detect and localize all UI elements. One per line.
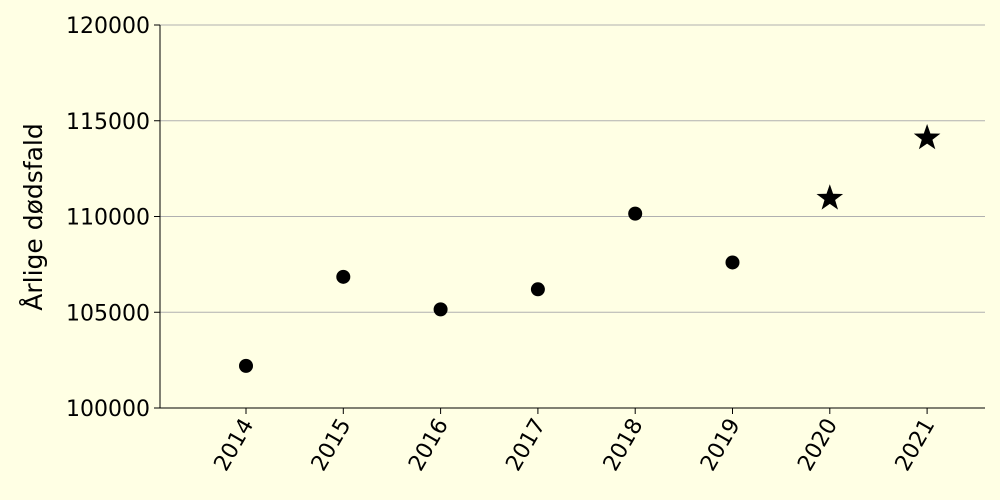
y-tick-label: 100000 [66, 397, 150, 422]
y-tick-label: 115000 [66, 110, 150, 135]
data-point [530, 282, 545, 297]
data-point [239, 358, 253, 373]
x-axis-ticks: 2014 2015 2016 2017 2018 2019 2020 2021 [210, 408, 941, 476]
x-tick-label: 2017 [501, 415, 551, 476]
x-tick-label: 2020 [793, 415, 843, 476]
y-axis-label: Årlige dødsfald [19, 123, 48, 310]
data-point [336, 269, 351, 284]
x-tick-label: 2021 [891, 415, 941, 476]
x-tick-label: 2019 [696, 415, 746, 476]
x-tick-label: 2018 [599, 415, 649, 476]
y-tick-label: 105000 [66, 301, 150, 326]
data-point [433, 302, 448, 317]
data-points [239, 123, 941, 373]
data-point [628, 206, 643, 221]
data-point-star [913, 123, 941, 150]
y-tick-label: 110000 [66, 206, 150, 231]
x-tick-label: 2016 [404, 415, 454, 476]
y-tick-label: 120000 [66, 14, 150, 39]
data-point [725, 255, 740, 270]
gridlines [160, 24, 985, 409]
data-point-star [816, 184, 844, 210]
y-axis-ticks: 100000 105000 110000 115000 120000 [66, 14, 160, 422]
x-tick-label: 2015 [307, 415, 357, 476]
x-tick-label: 2014 [210, 415, 260, 476]
